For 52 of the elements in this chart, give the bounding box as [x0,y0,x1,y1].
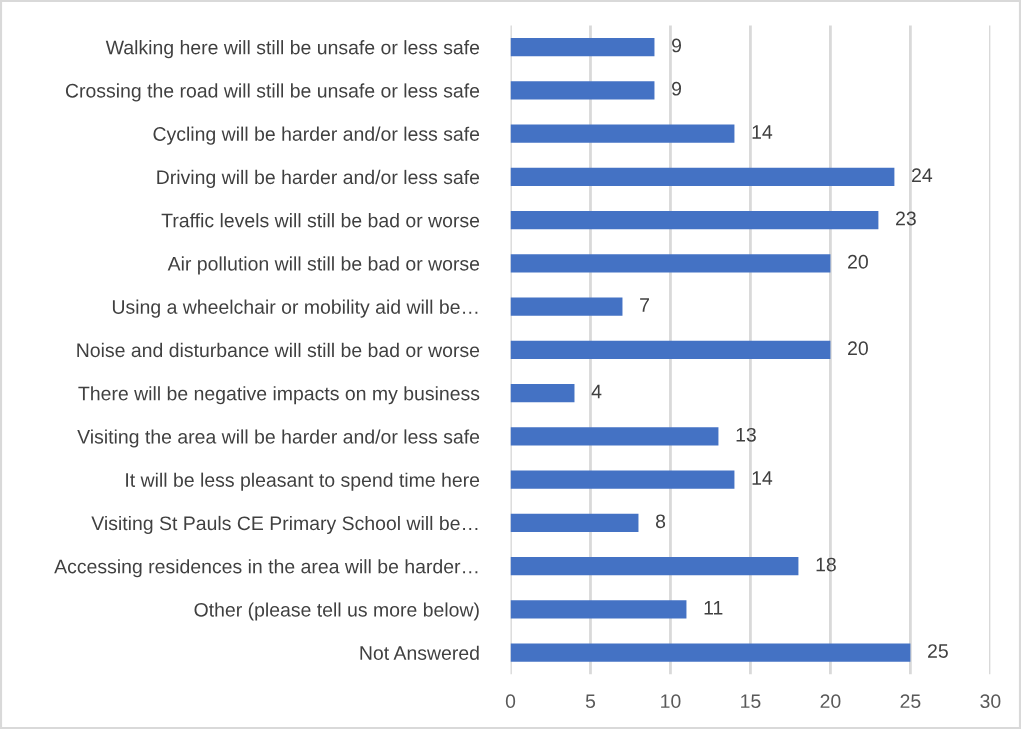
y-tick-label: Driving will be harder and/or less safe [157,169,480,188]
data-label: 20 [848,254,868,269]
data-label: 14 [752,125,773,139]
data-label: 7 [640,298,649,312]
y-tick-label: Crossing the road will still be unsafe or less safe [65,83,480,102]
x-tick-label: 15 [741,694,761,709]
data-label: 13 [736,427,756,442]
y-tick-label: Walking here will still be unsafe or less safe [105,40,480,59]
data-label: 9 [672,38,682,53]
y-tick-label: Using a wheelchair or mobility aid will be… [112,299,478,318]
bar [510,167,895,186]
bar [510,513,639,533]
data-label: 14 [752,471,773,485]
data-label: 25 [928,644,948,658]
y-tick-label: Accessing residences in the area will be harder… [54,559,478,578]
x-tick-label: 10 [661,694,681,709]
bar [510,254,831,273]
x-tick-label: 30 [980,694,1001,709]
y-tick-label: Not Answered [360,645,479,660]
x-tick-label: 0 [505,694,516,709]
y-tick-label: Noise and disturbance will still be bad or worse [77,342,480,358]
data-label: 8 [655,514,666,529]
bar [510,427,719,446]
y-tick-label: Visiting the area will be harder and/or less safe [77,429,480,448]
y-tick-label: Traffic levels will still be bad or worse [161,213,480,228]
bar [510,38,655,57]
bar [510,643,911,662]
data-label: 23 [896,211,916,226]
bar [510,470,735,489]
bar [510,211,879,230]
data-label: 4 [591,384,602,399]
bar [510,557,799,576]
y-tick-label: Visiting St Pauls CE Primary School will be… [91,515,478,535]
bar [510,297,623,316]
x-tick-label: 20 [820,694,841,709]
y-tick-label: Air pollution will still be bad or worse [167,256,480,275]
bar [510,81,655,100]
y-tick-label: Other (please tell us more below) [194,602,479,621]
bar [510,600,687,619]
data-label: 18 [816,557,836,572]
bar [510,340,831,359]
data-label: 24 [912,168,933,182]
y-tick-label: There will be negative impacts on my business [78,386,480,405]
data-label: 20 [848,341,868,356]
bar [510,384,575,403]
data-label: 11 [704,601,723,615]
bar [510,124,735,143]
x-tick-label: 5 [585,694,596,709]
x-tick-label: 25 [900,694,921,709]
y-tick-label: Cycling will be harder and/or less safe [153,126,480,145]
data-label: 9 [672,81,682,96]
y-tick-label: It will be less pleasant to spend time here [126,472,480,491]
